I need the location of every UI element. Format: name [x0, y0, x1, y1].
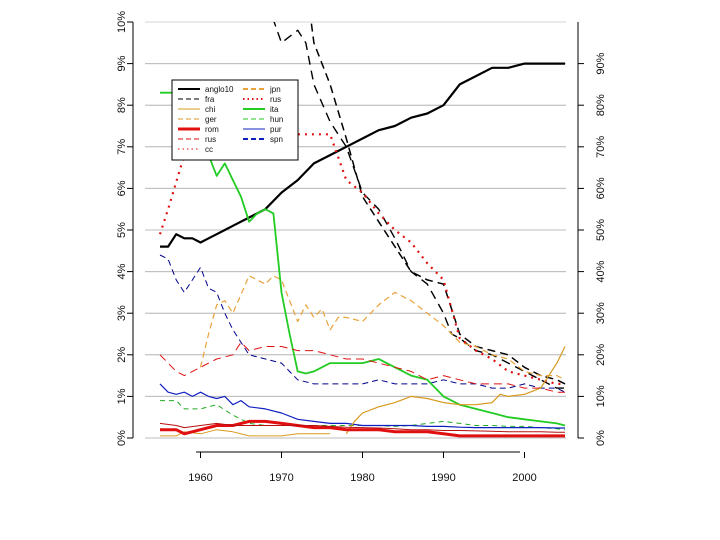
- series-line-9: [159, 383, 565, 429]
- x-tick-label-4: 2000: [512, 472, 536, 484]
- legend-label-2: chi: [205, 105, 215, 114]
- grid-lines: [145, 21, 566, 439]
- series-line-13: [159, 422, 565, 433]
- right-tick-label-8: 80%: [595, 94, 607, 116]
- legend-box: [171, 79, 299, 161]
- legend-label-8: rus: [270, 95, 281, 104]
- left-tick-label-0: 0%: [116, 430, 128, 446]
- left-tick-label-6: 6%: [116, 180, 128, 196]
- legend-label-7: jpn: [269, 85, 281, 94]
- left-tick-label-4: 4%: [116, 263, 128, 279]
- series-line-10: [345, 346, 566, 435]
- legend-label-6: cc: [205, 145, 213, 154]
- left-tick-label-8: 8%: [116, 97, 128, 113]
- x-tick-label-2: 1980: [350, 472, 374, 484]
- series-line-12: [160, 419, 565, 438]
- right-tick-label-6: 60%: [595, 177, 607, 199]
- right-tick-label-0: 0%: [595, 430, 607, 446]
- left-tick-label-1: 1%: [116, 388, 128, 404]
- legend-label-1: fra: [205, 95, 215, 104]
- right-tick-label-2: 20%: [595, 344, 607, 366]
- left-tick-label-2: 2%: [116, 347, 128, 363]
- left-tick-label-10: 10%: [116, 11, 128, 33]
- left-tick-label-9: 9%: [116, 55, 128, 71]
- legend-label-11: pur: [270, 125, 282, 134]
- legend-label-9: ita: [270, 105, 279, 114]
- right-tick-label-4: 40%: [595, 260, 607, 282]
- x-tick-label-3: 1990: [431, 472, 455, 484]
- series-lines: [158, 22, 566, 438]
- x-tick-label-0: 1960: [188, 472, 212, 484]
- legend-label-4: rom: [205, 125, 219, 134]
- left-tick-label-5: 5%: [116, 222, 128, 238]
- right-tick-label-9: 90%: [595, 52, 607, 74]
- legend-label-0: anglo10: [205, 85, 234, 94]
- series-line-2: [273, 22, 565, 389]
- series-line-4: [199, 275, 566, 381]
- right-tick-label-5: 50%: [595, 219, 607, 241]
- tick-labels: 0% 1% 2% 3% 4% 5% 6% 7% 8% 9% 10% 0% 10% 20% 30% 40% 50%…: [116, 11, 607, 484]
- legend-label-10: hun: [270, 115, 283, 124]
- series-line-0: [160, 62, 565, 248]
- legend-label-12: spn: [270, 135, 283, 144]
- x-tick-label-1: 1970: [269, 472, 293, 484]
- right-tick-label-1: 10%: [595, 385, 607, 407]
- series-line-3: [159, 254, 566, 393]
- left-tick-label-7: 7%: [116, 139, 128, 155]
- series-line-8: [159, 341, 565, 393]
- right-tick-label-3: 30%: [595, 302, 607, 324]
- legend-label-5: rus: [205, 135, 216, 144]
- left-tick-label-3: 3%: [116, 305, 128, 321]
- series-line-1: [310, 22, 566, 385]
- right-tick-label-7: 70%: [595, 136, 607, 158]
- legend: anglo10frachigerromrusccjpnrusitahunpurs…: [171, 79, 299, 161]
- legend-label-3: ger: [205, 115, 217, 124]
